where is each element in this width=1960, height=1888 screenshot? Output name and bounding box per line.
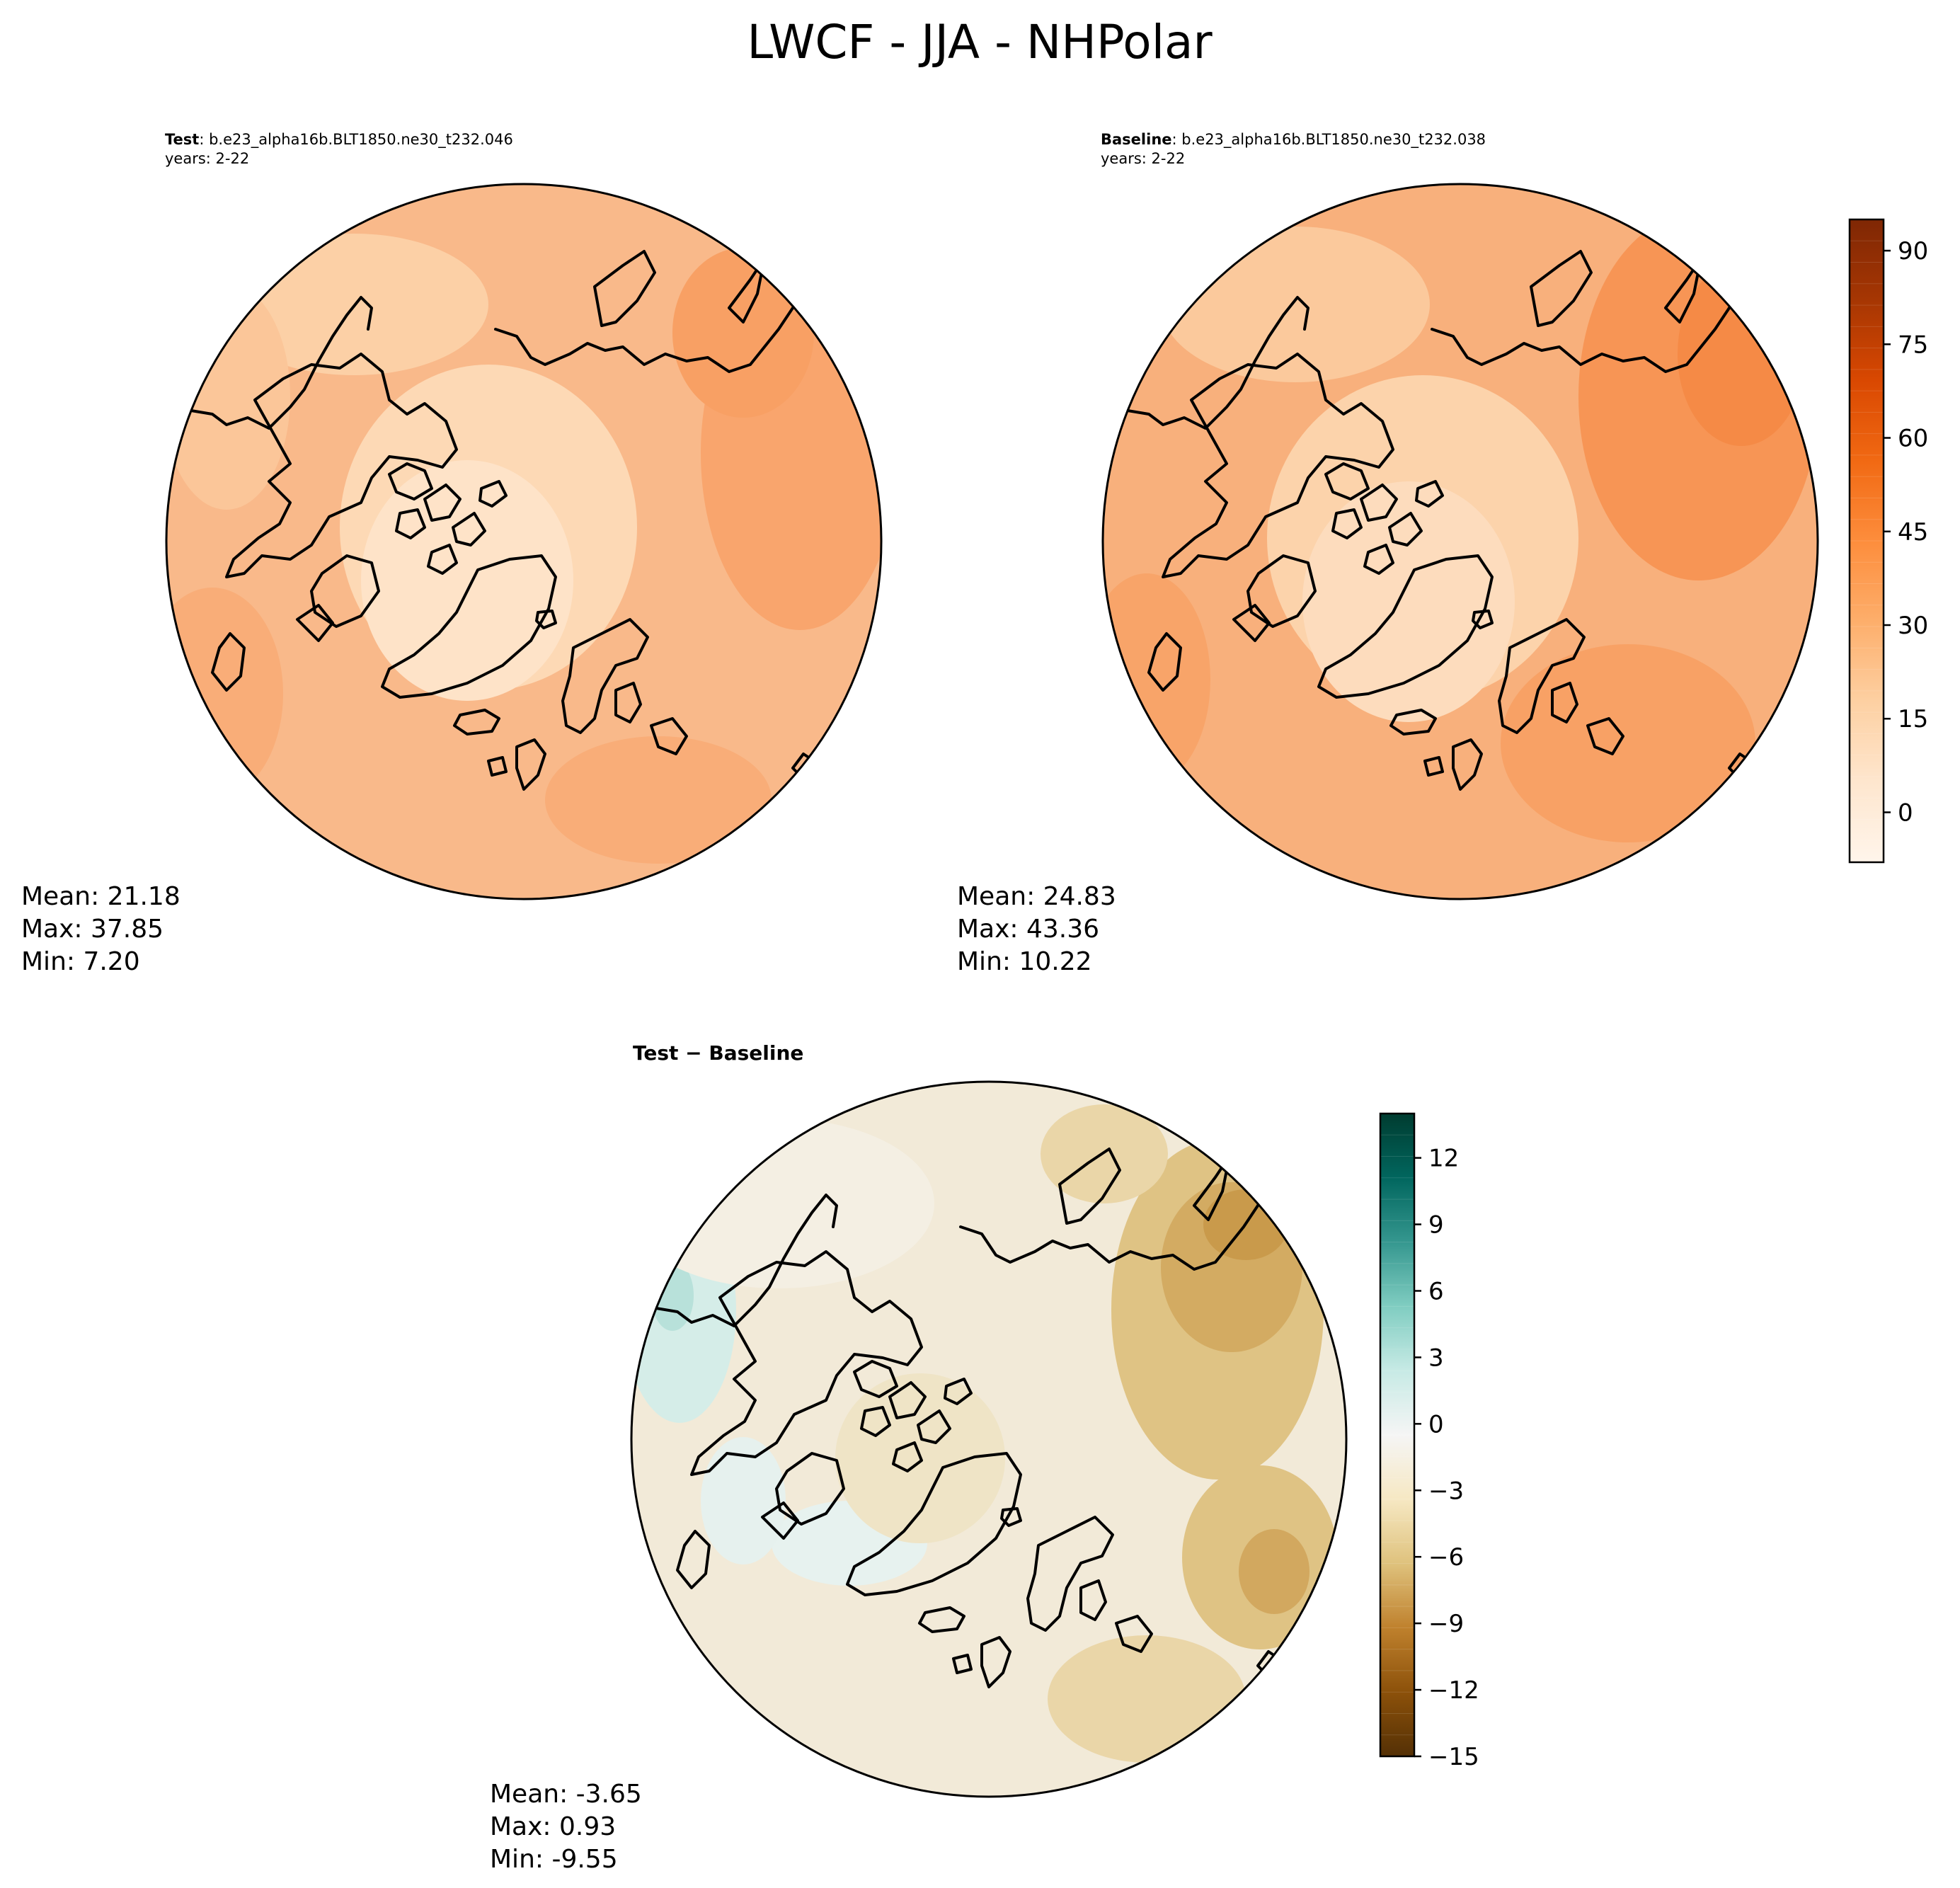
baseline-panel: Baseline: b.e23_alpha16b.BLT1850.ne30_t2… <box>957 131 1819 976</box>
test-label: Test: b.e23_alpha16b.BLT1850.ne30_t232.0… <box>165 131 513 149</box>
baseline-stat-mean: Mean: 24.83 <box>957 882 1116 911</box>
diff-colorbar-tick-label: −3 <box>1428 1477 1464 1505</box>
diff-colorbar-tick-label: 6 <box>1428 1277 1444 1305</box>
main-colorbar-tick-label: 60 <box>1898 425 1928 453</box>
main-colorbar-tick-label: 45 <box>1898 518 1928 547</box>
main-colorbar: 0 15 30 45 60 75 90 <box>1848 218 1928 864</box>
main-colorbar-fill <box>1850 219 1884 862</box>
test-map-boundary <box>165 183 883 900</box>
diff-label: Test − Baseline <box>633 1041 803 1065</box>
baseline-stat-max: Max: 43.36 <box>957 915 1099 944</box>
baseline-years: years: 2-22 <box>1101 150 1185 167</box>
baseline-stats: Mean: 24.83 Max: 43.36 Min: 10.22 <box>957 882 1116 976</box>
test-stats: Mean: 21.18 Max: 37.85 Min: 7.20 <box>21 882 180 976</box>
test-label-bold: Test <box>165 131 199 148</box>
test-stat-max: Max: 37.85 <box>21 915 164 944</box>
diff-panel: Test − Baseline Mean: -3.65 Max: 0.93 <box>490 1041 1348 1874</box>
baseline-label-case: : b.e23_alpha16b.BLT1850.ne30_t232.038 <box>1172 131 1486 149</box>
diff-colorbar-tick-label: 9 <box>1428 1211 1444 1240</box>
diff-colorbar: −15 −12 −9 −6 −3 0 3 6 9 12 <box>1379 1112 1479 1771</box>
figure-title: LWCF - JJA - NHPolar <box>747 15 1213 69</box>
diff-colorbar-tick-label: −9 <box>1428 1610 1464 1638</box>
test-stat-mean: Mean: 21.18 <box>21 882 180 911</box>
baseline-label-bold: Baseline <box>1101 131 1172 148</box>
main-colorbar-tick-label: 0 <box>1898 799 1913 827</box>
test-years: years: 2-22 <box>165 150 249 167</box>
diff-colorbar-tick-label: −6 <box>1428 1543 1464 1572</box>
test-panel: Test: b.e23_alpha16b.BLT1850.ne30_t232.0… <box>21 131 883 976</box>
diff-colorbar-tick-label: 0 <box>1428 1410 1444 1438</box>
test-stat-min: Min: 7.20 <box>21 947 140 976</box>
diff-colorbar-tick-label: 12 <box>1428 1145 1459 1173</box>
diff-stat-mean: Mean: -3.65 <box>490 1780 642 1809</box>
diff-map-boundary <box>630 1080 1348 1798</box>
main-colorbar-tick-label: 15 <box>1898 705 1928 733</box>
baseline-map-boundary <box>1101 183 1819 900</box>
diff-stats: Mean: -3.65 Max: 0.93 Min: -9.55 <box>490 1780 642 1874</box>
diff-stat-max: Max: 0.93 <box>490 1812 616 1841</box>
baseline-label: Baseline: b.e23_alpha16b.BLT1850.ne30_t2… <box>1101 131 1486 149</box>
diff-colorbar-tick-label: 3 <box>1428 1344 1444 1372</box>
test-map <box>166 184 881 899</box>
test-label-case: : b.e23_alpha16b.BLT1850.ne30_t232.046 <box>199 131 513 149</box>
diff-colorbar-tick-label: −15 <box>1428 1743 1479 1771</box>
baseline-stat-min: Min: 10.22 <box>957 947 1092 976</box>
main-colorbar-tick-label: 90 <box>1898 237 1928 265</box>
baseline-map <box>1103 184 1818 899</box>
main-colorbar-tick-label: 75 <box>1898 331 1928 359</box>
main-colorbar-tick-label: 30 <box>1898 612 1928 640</box>
diff-colorbar-fill <box>1380 1114 1414 1756</box>
diff-stat-min: Min: -9.55 <box>490 1845 618 1874</box>
diff-colorbar-tick-label: −12 <box>1428 1676 1479 1705</box>
